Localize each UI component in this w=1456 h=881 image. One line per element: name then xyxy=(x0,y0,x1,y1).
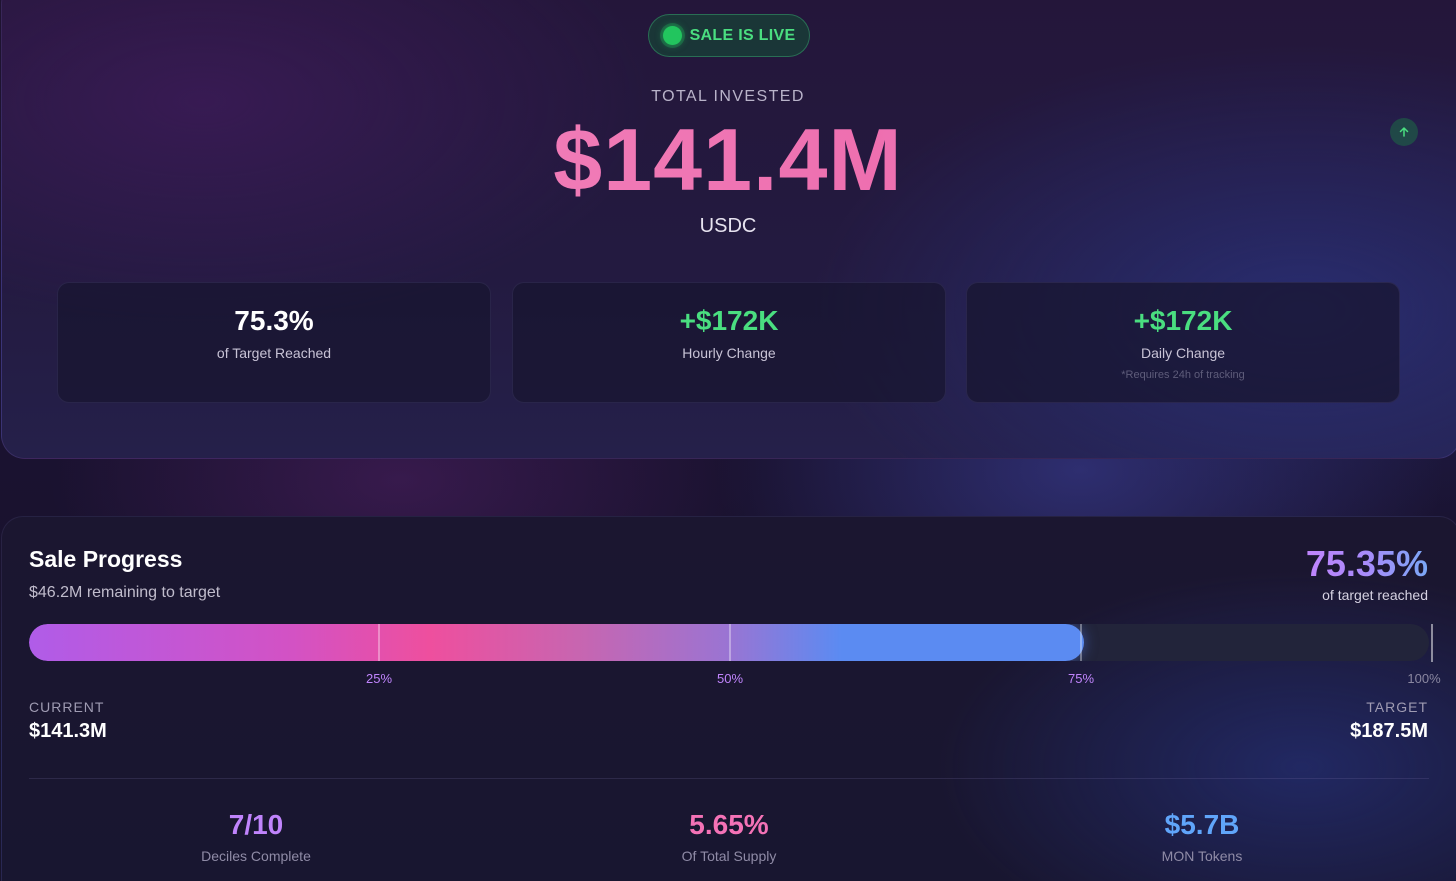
trend-up-button[interactable] xyxy=(1390,118,1418,146)
stat-label: of Target Reached xyxy=(216,345,332,361)
bottom-stat-label: Of Total Supply xyxy=(681,848,777,864)
progress-percent: 75.35% xyxy=(1305,543,1428,584)
stat-card-target-reached: 75.3% of Target Reached xyxy=(57,282,491,403)
stat-total-supply: 5.65% Of Total Supply xyxy=(579,808,879,864)
total-invested-label: TOTAL INVESTED xyxy=(651,88,805,105)
current-value: $141.3M xyxy=(29,720,107,742)
total-invested-value: $141.4M xyxy=(0,112,1456,208)
total-invested-unit: USDC xyxy=(699,215,757,237)
sale-progress-title: Sale Progress xyxy=(29,546,183,572)
live-dot-icon xyxy=(662,26,682,45)
stat-deciles-complete: 7/10 Deciles Complete xyxy=(106,808,406,864)
bottom-stat-value: 5.65% xyxy=(689,809,769,840)
progress-bar-fill xyxy=(29,624,1084,661)
stat-label: Hourly Change xyxy=(682,345,776,361)
progress-tick-50 xyxy=(729,624,731,661)
divider xyxy=(29,778,1429,779)
progress-tick-100 xyxy=(1431,624,1433,662)
stat-value: +$172K xyxy=(1133,305,1233,336)
stat-value: 75.3% xyxy=(234,305,314,336)
stat-card-hourly-change: +$172K Hourly Change xyxy=(512,282,946,403)
tick-label-50: 50% xyxy=(716,671,744,686)
progress-tick-25 xyxy=(378,624,380,661)
progress-tick-75 xyxy=(1080,624,1082,661)
sale-progress-panel xyxy=(1,516,1456,881)
target-label: TARGET xyxy=(1366,699,1428,715)
tick-label-75: 75% xyxy=(1067,671,1095,686)
progress-percent-label: of target reached xyxy=(1322,587,1428,603)
stat-label: Daily Change xyxy=(1140,345,1226,361)
tick-label-100: 100% xyxy=(1407,671,1441,686)
stat-mon-tokens: $5.7B MON Tokens xyxy=(1052,808,1352,864)
tick-label-25: 25% xyxy=(365,671,393,686)
remaining-to-target: $46.2M remaining to target xyxy=(29,584,221,601)
bottom-stat-value: 7/10 xyxy=(228,809,284,840)
bottom-stat-label: MON Tokens xyxy=(1161,848,1243,864)
progress-bar-track xyxy=(29,624,1429,661)
arrow-up-icon xyxy=(1399,127,1409,137)
bottom-stat-value: $5.7B xyxy=(1164,809,1240,840)
current-label: CURRENT xyxy=(29,699,105,715)
stat-value: +$172K xyxy=(679,305,779,336)
bottom-stat-label: Deciles Complete xyxy=(201,848,311,864)
sale-live-badge: SALE IS LIVE xyxy=(648,14,810,57)
target-value: $187.5M xyxy=(1350,720,1428,742)
stat-note: *Requires 24h of tracking xyxy=(1121,369,1245,381)
stat-card-daily-change: +$172K Daily Change *Requires 24h of tra… xyxy=(966,282,1400,403)
sale-live-label: SALE IS LIVE xyxy=(689,26,796,44)
